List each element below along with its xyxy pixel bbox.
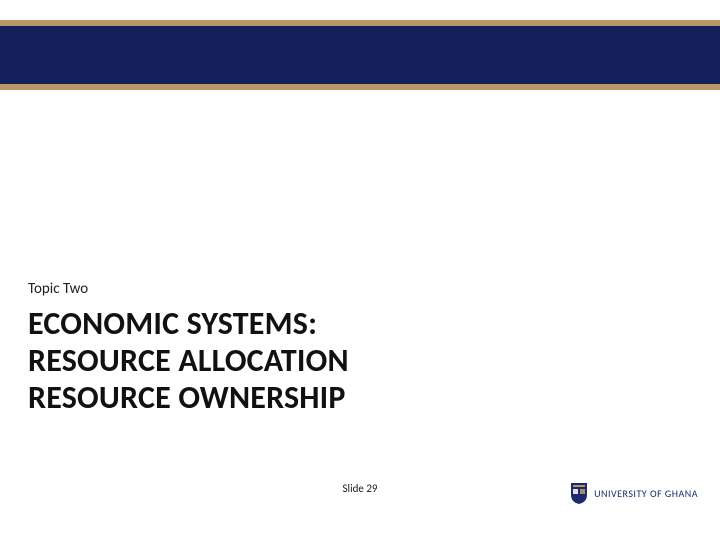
- slide-content: Topic Two ECONOMIC SYSTEMS: RESOURCE ALL…: [28, 280, 349, 416]
- header-bar: [0, 20, 720, 90]
- slide-title: ECONOMIC SYSTEMS: RESOURCE ALLOCATION RE…: [28, 306, 349, 416]
- title-line-2: RESOURCE ALLOCATION: [28, 343, 349, 380]
- university-name: UNIVERSITY OF GHANA: [594, 487, 698, 500]
- slide-subtitle: Topic Two: [28, 280, 349, 298]
- university-logo: UNIVERSITY OF GHANA: [570, 482, 698, 504]
- slide-number: Slide 29: [343, 482, 378, 495]
- title-line-3: RESOURCE OWNERSHIP: [28, 380, 349, 417]
- slide-footer: Slide 29 UNIVERSITY OF GHANA: [0, 482, 720, 502]
- title-line-1: ECONOMIC SYSTEMS:: [28, 306, 349, 343]
- crest-icon: [570, 482, 588, 504]
